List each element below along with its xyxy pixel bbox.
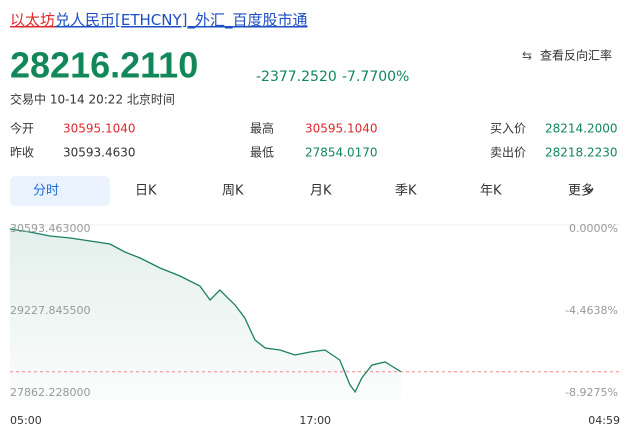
stat-label: 今开 [10, 121, 34, 136]
stat-value: 27854.0170 [305, 146, 378, 160]
title: 以太坊兑人民币[ETHCNY]_外汇_百度股市通 [10, 11, 308, 30]
tab[interactable]: 月K [310, 184, 332, 199]
chevron [584, 187, 594, 193]
swap-icon: ⇆ [522, 49, 532, 63]
y2-tick-label: 0.0000% [569, 222, 618, 235]
y2-tick-label: -4.4638% [565, 304, 618, 317]
area [10, 229, 401, 400]
tab[interactable]: 分时 [33, 184, 59, 199]
stat-label: 昨收 [10, 146, 34, 160]
stat-label: 最高 [250, 121, 274, 136]
x-tick-label: 05:00 [10, 414, 42, 427]
stat-label: 最低 [250, 146, 274, 160]
y-tick-label: 30593.463000 [10, 222, 90, 235]
line [9, 228, 402, 394]
tab-selected-bg [10, 176, 110, 206]
stat-value: 28218.2230 [545, 146, 618, 160]
stat-label: 卖出价 [490, 146, 526, 160]
y-tick-label: 29227.845500 [10, 304, 90, 317]
y2-tick-label: -8.9275% [565, 386, 618, 399]
stat-value: 30593.4630 [63, 146, 136, 160]
x-tick-label: 04:59 [588, 414, 620, 427]
stat-value: 30595.1040 [63, 122, 136, 136]
y-tick-label: 27862.228000 [10, 386, 90, 399]
reverse-rate[interactable]: ⇆ 查看反向汇率 [522, 48, 612, 63]
change-pct: -7.7700% [342, 69, 409, 85]
stat-label: 买入价 [490, 122, 526, 136]
price: 28216.2110 [10, 45, 198, 86]
tab[interactable]: 年K [480, 184, 502, 199]
stat-value: 28214.2000 [545, 122, 618, 136]
tab[interactable]: 季K [395, 184, 417, 199]
reverse-label[interactable]: 查看反向汇率 [540, 48, 612, 63]
title-link[interactable]: 以太坊 [10, 11, 55, 29]
tab[interactable]: 日K [135, 184, 157, 199]
change: -2377.2520 [256, 69, 337, 85]
stat-value: 30595.1040 [305, 122, 378, 136]
x-tick-label: 17:00 [299, 414, 331, 427]
tab[interactable]: 更多 [568, 183, 594, 199]
title-rest[interactable]: 兑人民币[ETHCNY]_外汇_百度股市通 [55, 11, 307, 30]
status: 交易中 10-14 20:22 北京时间 [10, 92, 175, 107]
tab[interactable]: 周K [222, 184, 244, 199]
